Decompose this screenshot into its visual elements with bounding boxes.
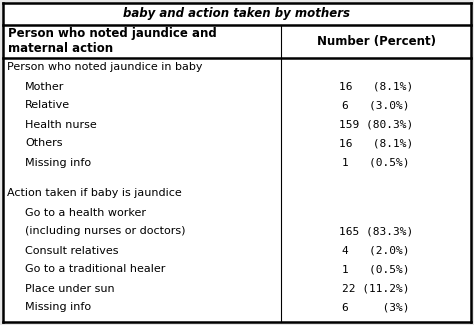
Text: 1   (0.5%): 1 (0.5%): [343, 158, 410, 167]
Text: Mother: Mother: [25, 82, 64, 92]
Bar: [3, 3, 471, 25]
Text: 22 (11.2%): 22 (11.2%): [343, 283, 410, 293]
Text: Missing info: Missing info: [25, 303, 91, 313]
Text: Missing info: Missing info: [25, 158, 91, 167]
Text: 6   (3.0%): 6 (3.0%): [343, 100, 410, 110]
Text: Go to a traditional healer: Go to a traditional healer: [25, 265, 165, 275]
Text: Person who noted jaundice in baby: Person who noted jaundice in baby: [7, 62, 202, 72]
Text: Person who noted jaundice and: Person who noted jaundice and: [8, 28, 217, 41]
Text: 4   (2.0%): 4 (2.0%): [343, 245, 410, 255]
Text: Number (Percent): Number (Percent): [317, 35, 436, 48]
Text: (including nurses or doctors): (including nurses or doctors): [25, 227, 185, 237]
Text: 165 (83.3%): 165 (83.3%): [339, 227, 413, 237]
Text: 6     (3%): 6 (3%): [343, 303, 410, 313]
Text: baby and action taken by mothers: baby and action taken by mothers: [124, 7, 350, 20]
Text: 16   (8.1%): 16 (8.1%): [339, 138, 413, 149]
Text: Action taken if baby is jaundice: Action taken if baby is jaundice: [7, 188, 182, 199]
Text: Health nurse: Health nurse: [25, 120, 97, 129]
Text: Consult relatives: Consult relatives: [25, 245, 118, 255]
Text: 1   (0.5%): 1 (0.5%): [343, 265, 410, 275]
Text: 16   (8.1%): 16 (8.1%): [339, 82, 413, 92]
Text: maternal action: maternal action: [8, 43, 113, 56]
Text: Relative: Relative: [25, 100, 70, 110]
Text: 159 (80.3%): 159 (80.3%): [339, 120, 413, 129]
Text: Place under sun: Place under sun: [25, 283, 115, 293]
Text: Others: Others: [25, 138, 63, 149]
Text: Go to a health worker: Go to a health worker: [25, 207, 146, 217]
